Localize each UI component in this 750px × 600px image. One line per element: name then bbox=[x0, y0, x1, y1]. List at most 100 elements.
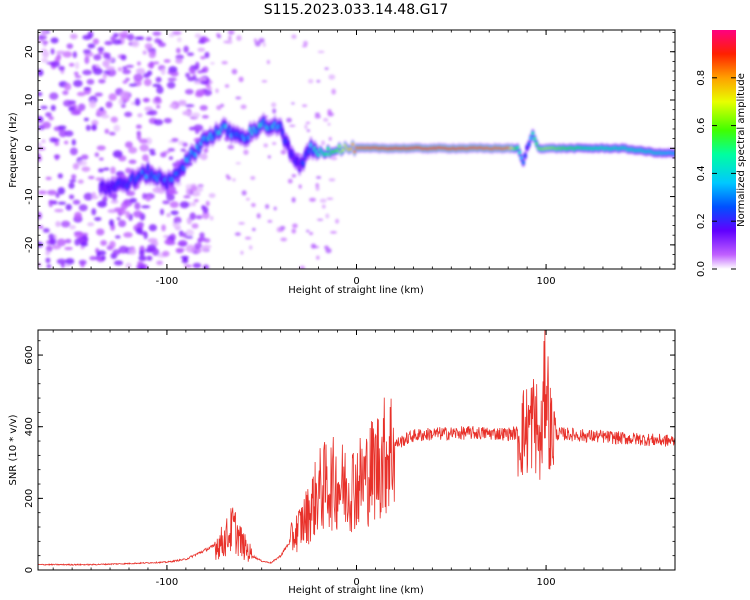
heatmap-noise-cell bbox=[57, 125, 67, 130]
heatmap-noise-cell bbox=[152, 83, 162, 88]
heatmap-noise-cell bbox=[191, 201, 197, 207]
heatmap-noise-cell bbox=[85, 124, 91, 131]
heatmap-noise-cell bbox=[316, 255, 320, 260]
heatmap-noise-cell bbox=[280, 149, 287, 155]
heatmap-noise-cell bbox=[63, 82, 72, 91]
heatmap-noise-cell bbox=[65, 204, 72, 211]
snr-y-tick-label: 400 bbox=[24, 417, 35, 436]
heatmap-noise-cell bbox=[91, 191, 97, 199]
colorbar-tick-label: 0.2 bbox=[696, 213, 707, 229]
heatmap-noise-cell bbox=[189, 70, 196, 75]
heatmap-noise-cell bbox=[164, 239, 172, 245]
heatmap-noise-cell bbox=[144, 43, 153, 50]
heatmap-noise-cell bbox=[185, 235, 194, 239]
heatmap-noise-cell bbox=[182, 142, 188, 147]
heatmap-noise-cell bbox=[84, 56, 90, 65]
heatmap-noise-cell bbox=[77, 179, 84, 184]
heatmap-noise-cell bbox=[38, 116, 44, 124]
heatmap-noise-cell bbox=[144, 106, 153, 112]
heatmap-noise-cell bbox=[134, 202, 141, 210]
heatmap-noise-cell bbox=[319, 198, 327, 203]
heatmap-noise-cell bbox=[131, 39, 140, 48]
heatmap-noise-cell bbox=[198, 76, 207, 82]
heatmap-noise-cell bbox=[261, 80, 268, 83]
heatmap-noise-cell bbox=[133, 73, 144, 82]
heatmap-noise-cell bbox=[162, 200, 170, 205]
heatmap-noise-cell bbox=[118, 219, 127, 228]
heatmap-noise-cell bbox=[192, 262, 202, 269]
heatmap-noise-cell bbox=[137, 36, 145, 41]
heatmap-noise-cell bbox=[175, 248, 184, 254]
heatmap-noise-cell bbox=[57, 201, 67, 205]
heatmap-noise-cell bbox=[38, 225, 44, 229]
heatmap-noise-cell bbox=[304, 124, 308, 130]
heatmap-noise-cell bbox=[56, 50, 66, 55]
heatmap-noise-cell bbox=[244, 236, 252, 240]
heatmap-noise-cell bbox=[64, 246, 73, 251]
heatmap-noise-cell bbox=[94, 92, 103, 97]
heatmap-noise-cell bbox=[72, 199, 81, 205]
heatmap-noise-cell bbox=[56, 238, 66, 247]
heatmap-noise-cell bbox=[125, 262, 132, 269]
heatmap-noise-cell bbox=[54, 154, 59, 161]
heatmap-noise-cell bbox=[41, 30, 47, 37]
heatmap-noise-cell bbox=[101, 255, 106, 261]
heatmap-noise-cell bbox=[316, 218, 324, 221]
heatmap-noise-cell bbox=[102, 72, 108, 80]
heatmap-noise-cell bbox=[125, 210, 130, 219]
heatmap-noise-cell bbox=[171, 30, 182, 36]
heatmap-noise-cell bbox=[120, 54, 127, 61]
heatmap-noise-cell bbox=[110, 116, 118, 123]
heatmap-noise-cell bbox=[93, 54, 102, 61]
heatmap-noise-cell bbox=[272, 142, 277, 145]
spectrogram-x-tick-label: 100 bbox=[537, 276, 556, 287]
heatmap-noise-cell bbox=[291, 197, 296, 203]
heatmap-noise-cell bbox=[305, 121, 311, 125]
heatmap-noise-cell bbox=[223, 40, 229, 44]
heatmap-noise-cell bbox=[49, 92, 59, 100]
heatmap-noise-cell bbox=[135, 81, 142, 86]
heatmap-noise-cell bbox=[195, 215, 203, 220]
heatmap-noise-cell bbox=[314, 114, 321, 119]
heatmap-noise-cell bbox=[81, 166, 91, 172]
heatmap-noise-cell bbox=[129, 197, 137, 203]
heatmap-noise-cell bbox=[57, 187, 65, 195]
heatmap-noise-cell bbox=[91, 208, 97, 216]
heatmap-noise-cell bbox=[122, 80, 128, 84]
heatmap-noise-cell bbox=[203, 38, 211, 42]
heatmap-noise-cell bbox=[110, 36, 116, 42]
heatmap-noise-cell bbox=[152, 248, 160, 256]
heatmap-noise-cell bbox=[88, 100, 97, 109]
heatmap-noise-cell bbox=[113, 207, 124, 212]
heatmap-noise-cell bbox=[327, 122, 331, 126]
heatmap-noise-cell bbox=[303, 40, 308, 46]
spectrogram-heatmap bbox=[38, 30, 675, 269]
heatmap-noise-cell bbox=[153, 119, 164, 126]
heatmap-noise-cell bbox=[91, 64, 97, 71]
colorbar-label: Normalized spectral amplitude bbox=[736, 73, 747, 227]
heatmap-noise-cell bbox=[167, 148, 175, 152]
heatmap-noise-cell bbox=[173, 216, 182, 224]
heatmap-noise-cell bbox=[108, 209, 115, 213]
snr-y-tick-label: 600 bbox=[24, 346, 35, 365]
heatmap-noise-cell bbox=[127, 33, 135, 41]
heatmap-noise-cell bbox=[45, 176, 52, 181]
heatmap-noise-cell bbox=[280, 237, 288, 242]
heatmap-noise-cell bbox=[155, 76, 162, 83]
heatmap-noise-cell bbox=[199, 80, 209, 85]
heatmap-noise-cell bbox=[184, 264, 193, 268]
heatmap-noise-cell bbox=[135, 124, 142, 129]
heatmap-noise-cell bbox=[202, 66, 209, 73]
snr-y-tick-label: 200 bbox=[24, 489, 35, 508]
heatmap-noise-cell bbox=[106, 68, 117, 77]
heatmap-noise-cell bbox=[186, 52, 195, 57]
heatmap-noise-cell bbox=[152, 187, 162, 194]
heatmap-noise-cell bbox=[182, 110, 191, 116]
heatmap-noise-cell bbox=[68, 182, 75, 189]
heatmap-noise-cell bbox=[227, 144, 235, 150]
heatmap-noise-cell bbox=[196, 249, 202, 253]
colorbar: 0.0 0.2 0.4 0.6 0.8 Normalized spectral ampl… bbox=[696, 30, 747, 277]
heatmap-noise-cell bbox=[147, 62, 155, 69]
